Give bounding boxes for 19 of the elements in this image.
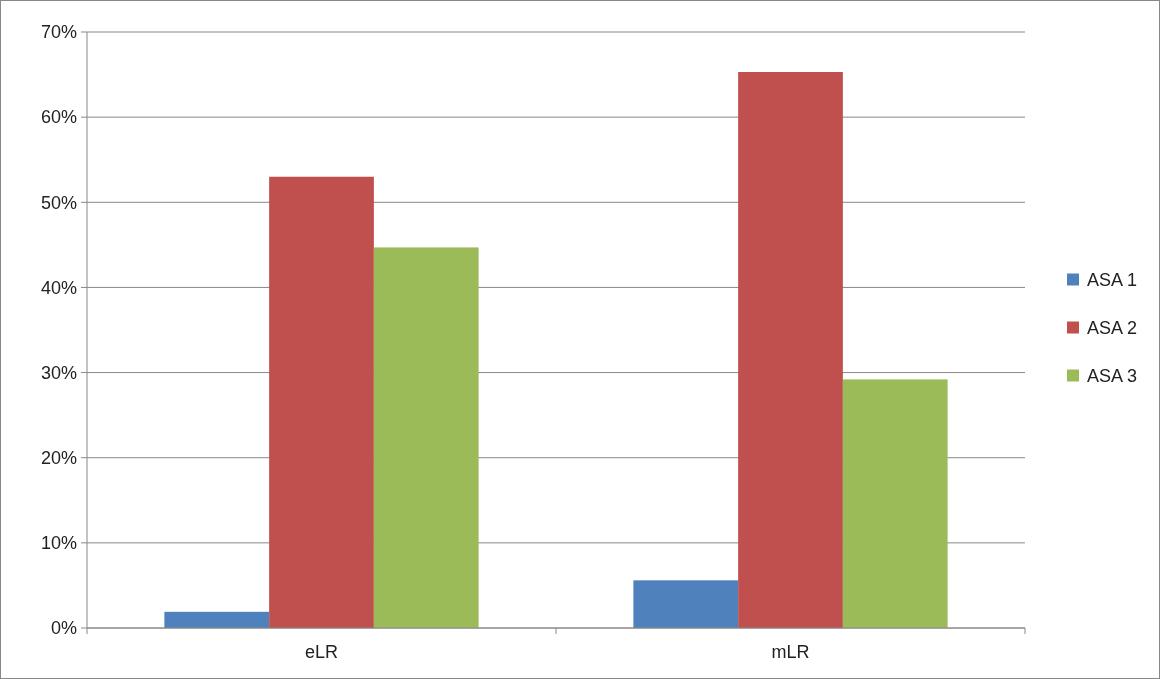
y-tick-label: 0% xyxy=(50,618,77,639)
x-tick-label: eLR xyxy=(304,642,339,662)
bar xyxy=(269,176,374,628)
y-tick-label: 60% xyxy=(40,107,77,128)
x-tick-label: mLR xyxy=(771,642,810,662)
y-tick-label: 30% xyxy=(40,362,77,383)
bar xyxy=(738,72,843,628)
bar xyxy=(373,247,479,628)
y-tick-label: 10% xyxy=(40,533,77,554)
bar xyxy=(633,580,739,628)
y-tick-label: 40% xyxy=(40,277,77,298)
legend-label: ASA 1 xyxy=(1087,269,1138,290)
y-tick-label: 50% xyxy=(40,192,77,213)
legend-label: ASA 3 xyxy=(1087,365,1138,386)
y-tick-label: 70% xyxy=(40,22,77,43)
bar xyxy=(842,379,948,628)
bar xyxy=(164,611,270,628)
y-tick-label: 20% xyxy=(40,448,77,469)
legend-label: ASA 2 xyxy=(1087,317,1138,338)
